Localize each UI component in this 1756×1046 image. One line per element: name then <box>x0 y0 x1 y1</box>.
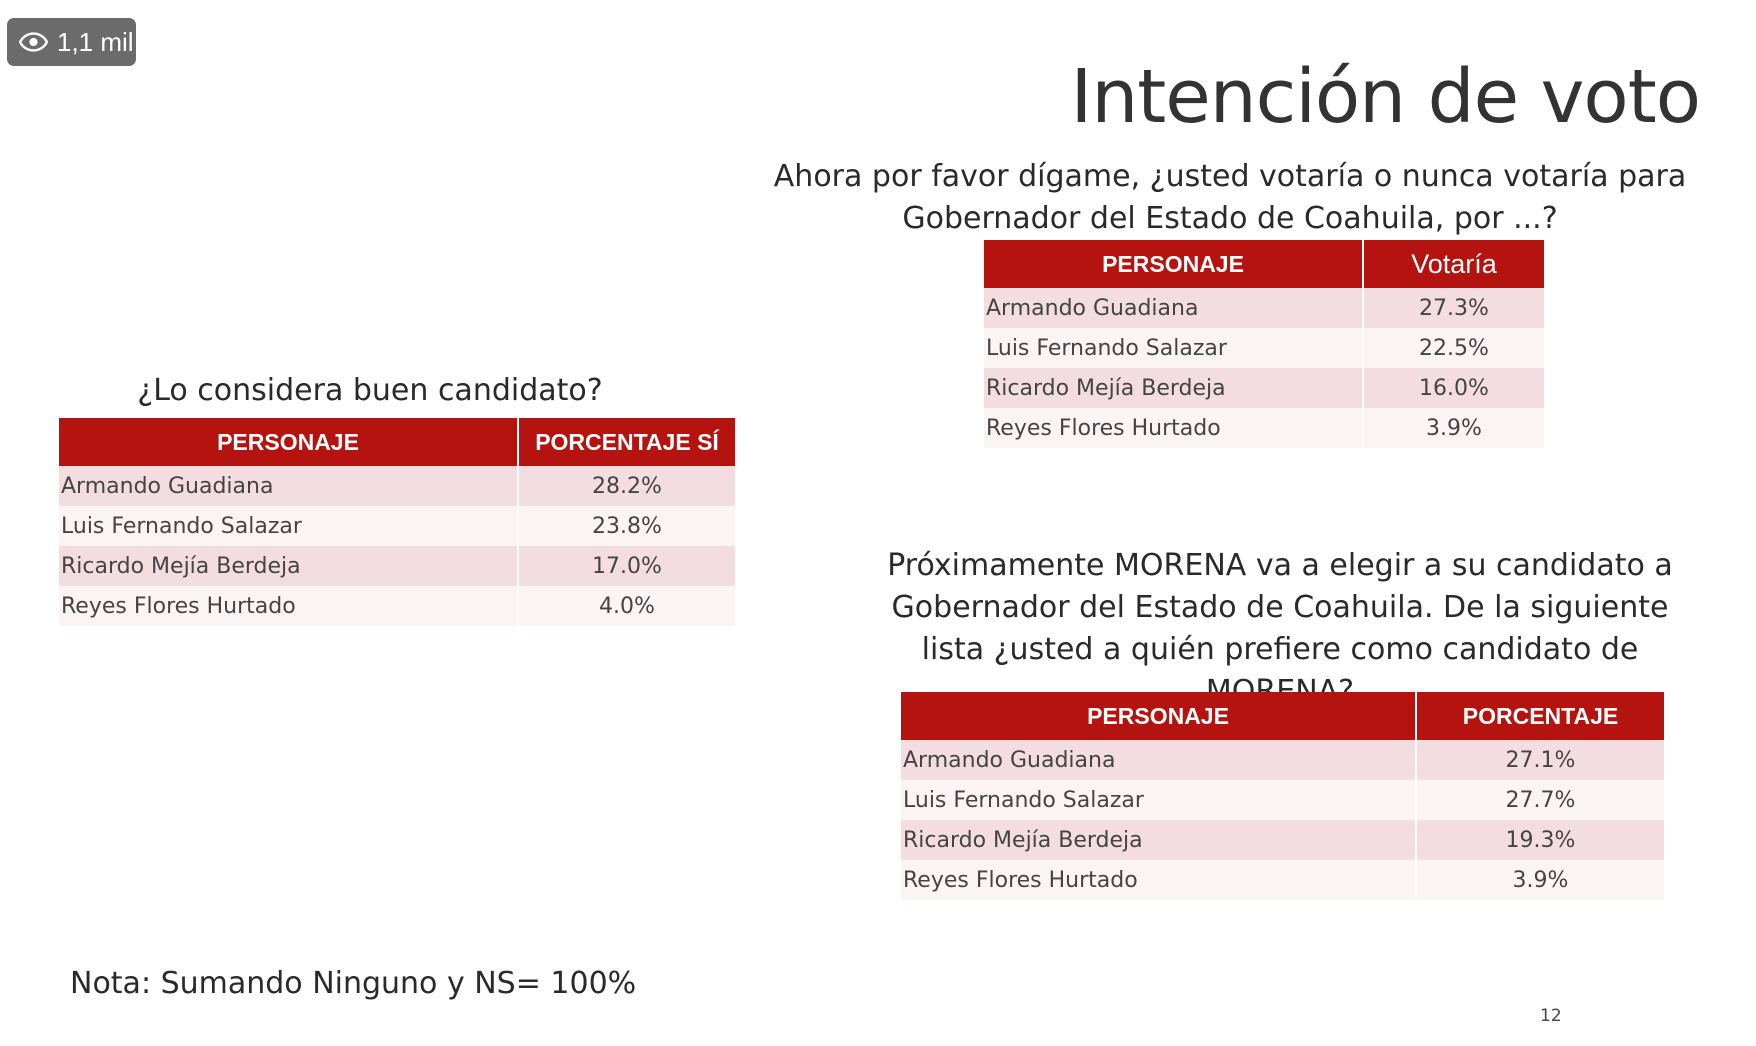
candidate-name: Luis Fernando Salazar <box>901 780 1415 820</box>
table-row: Reyes Flores Hurtado 3.9% <box>984 408 1544 448</box>
percentage-value: 3.9% <box>1417 860 1664 900</box>
table-candidato-morena: PERSONAJE PORCENTAJE Armando Guadiana 27… <box>899 692 1666 900</box>
percentage-value: 27.1% <box>1417 740 1664 780</box>
table-row: Luis Fernando Salazar 23.8% <box>59 506 735 546</box>
candidate-name: Reyes Flores Hurtado <box>59 586 517 626</box>
view-count-badge: 1,1 mil <box>7 18 136 66</box>
table-row: Ricardo Mejía Berdeja 17.0% <box>59 546 735 586</box>
percentage-value: 22.5% <box>1364 328 1544 368</box>
percentage-value: 19.3% <box>1417 820 1664 860</box>
candidate-name: Armando Guadiana <box>59 466 517 506</box>
table-votaria: PERSONAJE Votaría Armando Guadiana 27.3%… <box>982 240 1546 448</box>
footnote: Nota: Sumando Ninguno y NS= 100% <box>70 966 637 1001</box>
table-row: Ricardo Mejía Berdeja 16.0% <box>984 368 1544 408</box>
column-header: PERSONAJE <box>984 240 1362 288</box>
candidate-name: Luis Fernando Salazar <box>984 328 1362 368</box>
candidate-name: Reyes Flores Hurtado <box>984 408 1362 448</box>
table-header-row: PERSONAJE PORCENTAJE SÍ <box>59 418 735 466</box>
percentage-value: 16.0% <box>1364 368 1544 408</box>
table-row: Armando Guadiana 27.3% <box>984 288 1544 328</box>
column-header: PERSONAJE <box>901 692 1415 740</box>
column-header: PORCENTAJE <box>1417 692 1664 740</box>
percentage-value: 27.3% <box>1364 288 1544 328</box>
percentage-value: 4.0% <box>519 586 735 626</box>
table-row: Armando Guadiana 27.1% <box>901 740 1664 780</box>
table-row: Luis Fernando Salazar 27.7% <box>901 780 1664 820</box>
percentage-value: 3.9% <box>1364 408 1544 448</box>
table-row: Armando Guadiana 28.2% <box>59 466 735 506</box>
candidate-name: Ricardo Mejía Berdeja <box>984 368 1362 408</box>
table-row: Reyes Flores Hurtado 3.9% <box>901 860 1664 900</box>
question-votaria: Ahora por favor dígame, ¿usted votaría o… <box>773 159 1687 236</box>
percentage-value: 27.7% <box>1417 780 1664 820</box>
eye-icon <box>19 32 48 52</box>
candidate-name: Ricardo Mejía Berdeja <box>59 546 517 586</box>
table-row: Reyes Flores Hurtado 4.0% <box>59 586 735 626</box>
column-header: PORCENTAJE SÍ <box>519 418 735 466</box>
table-buen-candidato: PERSONAJE PORCENTAJE SÍ Armando Guadiana… <box>57 418 737 626</box>
candidate-name: Ricardo Mejía Berdeja <box>901 820 1415 860</box>
table-row: Ricardo Mejía Berdeja 19.3% <box>901 820 1664 860</box>
percentage-value: 17.0% <box>519 546 735 586</box>
question-candidato-morena: Próximamente MORENA va a elegir a su can… <box>887 548 1673 709</box>
percentage-value: 28.2% <box>519 466 735 506</box>
column-header: PERSONAJE <box>59 418 517 466</box>
slide-title: Intención de voto <box>1070 54 1702 140</box>
candidate-name: Reyes Flores Hurtado <box>901 860 1415 900</box>
table-row: Luis Fernando Salazar 22.5% <box>984 328 1544 368</box>
percentage-value: 23.8% <box>519 506 735 546</box>
question-buen-candidato: ¿Lo considera buen candidato? <box>137 373 603 408</box>
candidate-name: Armando Guadiana <box>901 740 1415 780</box>
page-number: 12 <box>1540 1006 1562 1026</box>
table-header-row: PERSONAJE Votaría <box>984 240 1544 288</box>
candidate-name: Armando Guadiana <box>984 288 1362 328</box>
view-count: 1,1 mil <box>57 26 134 57</box>
column-header: Votaría <box>1364 240 1544 288</box>
candidate-name: Luis Fernando Salazar <box>59 506 517 546</box>
table-header-row: PERSONAJE PORCENTAJE <box>901 692 1664 740</box>
